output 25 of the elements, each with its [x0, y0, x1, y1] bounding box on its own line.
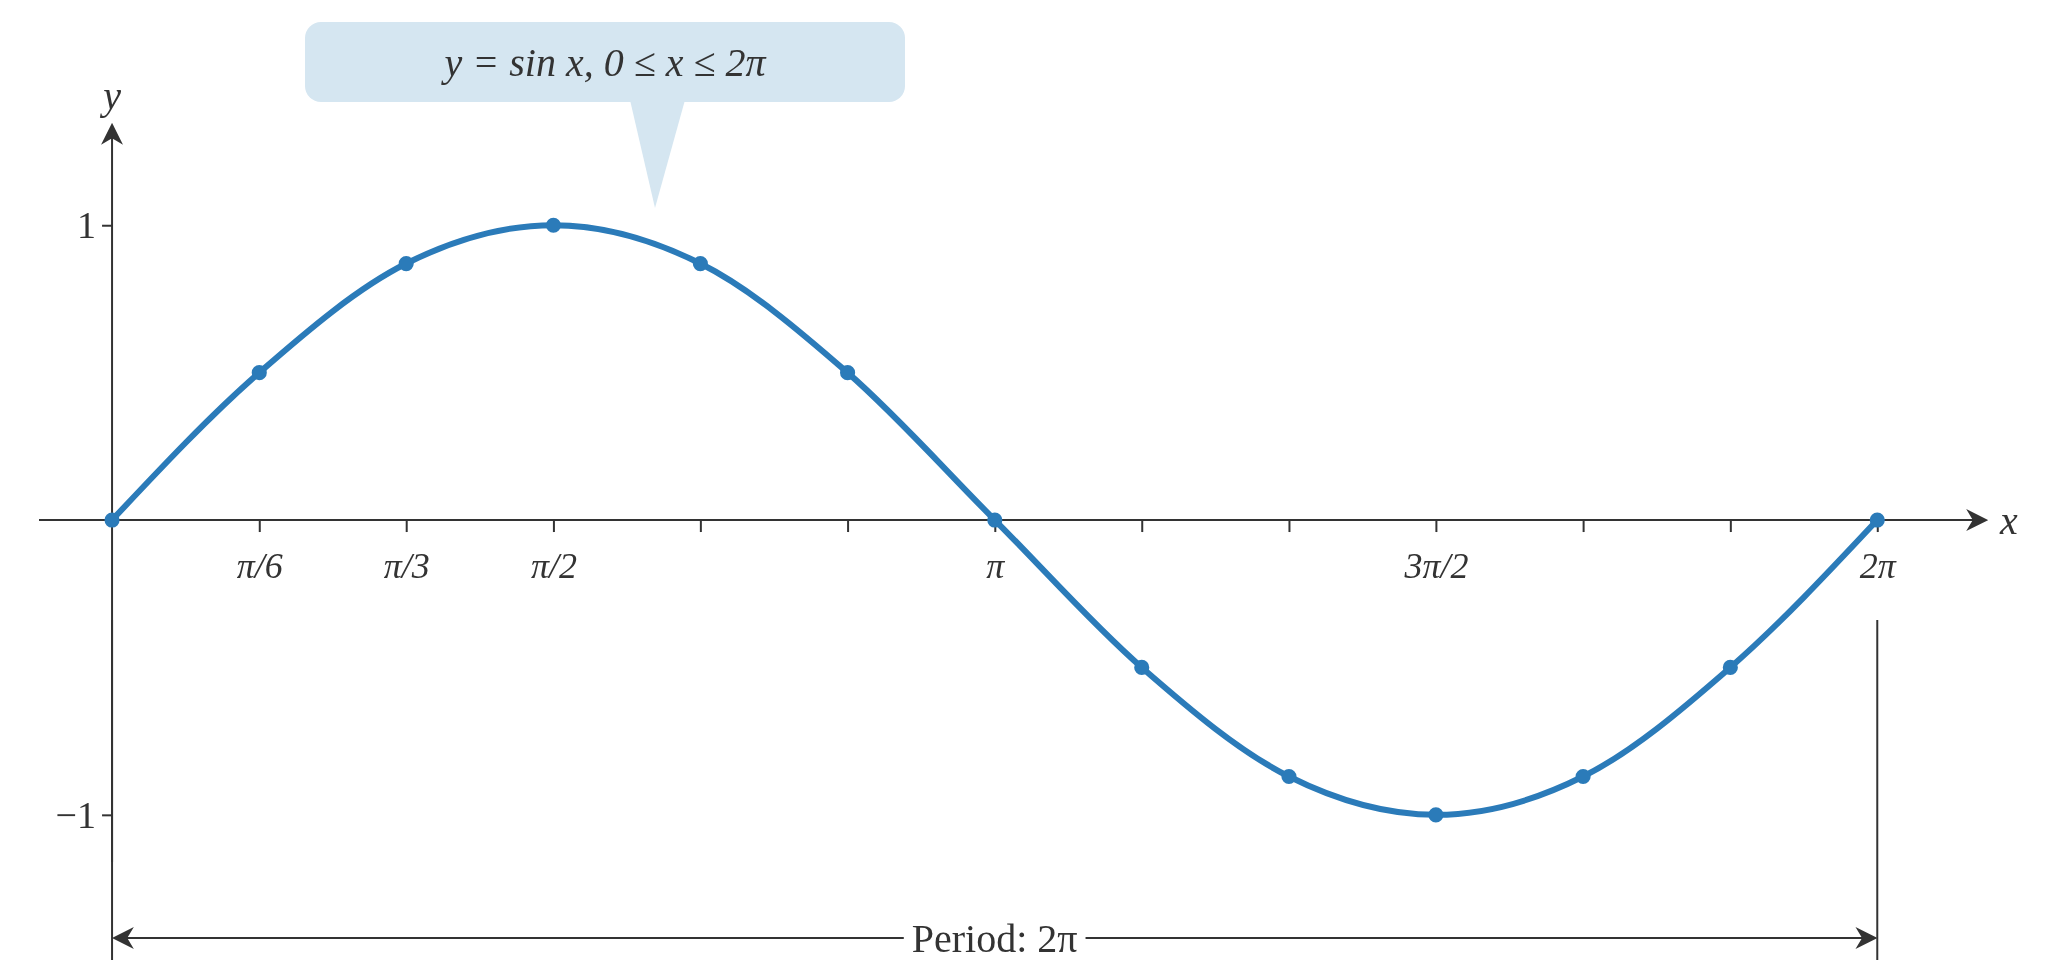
- x-tick-label: π: [986, 545, 1006, 586]
- point: [1428, 807, 1444, 823]
- point: [1134, 659, 1150, 675]
- x-tick-label: 2π: [1859, 545, 1897, 586]
- point: [1869, 512, 1885, 528]
- point: [251, 365, 267, 381]
- point: [692, 256, 708, 272]
- text: Period: 2π: [911, 916, 1078, 961]
- point: [545, 217, 561, 233]
- x-tick-label: 3π/2: [1403, 545, 1469, 586]
- text: y = sin x, 0 ≤ x ≤ 2π: [440, 40, 767, 85]
- point: [1575, 768, 1591, 785]
- point: [987, 512, 1003, 528]
- x-tick-label: π/2: [530, 545, 577, 586]
- point: [1281, 768, 1297, 785]
- x-tick-label: π/6: [236, 545, 283, 586]
- point: [1722, 659, 1738, 675]
- y-tick-label: 1: [77, 203, 97, 246]
- y-tick-label: −1: [55, 793, 97, 836]
- y-axis-title: y: [99, 73, 122, 118]
- x-tick-label: π/3: [383, 545, 430, 586]
- point: [398, 256, 414, 272]
- point: [840, 365, 856, 381]
- x-axis-title: x: [1999, 498, 2018, 544]
- point: [104, 512, 120, 528]
